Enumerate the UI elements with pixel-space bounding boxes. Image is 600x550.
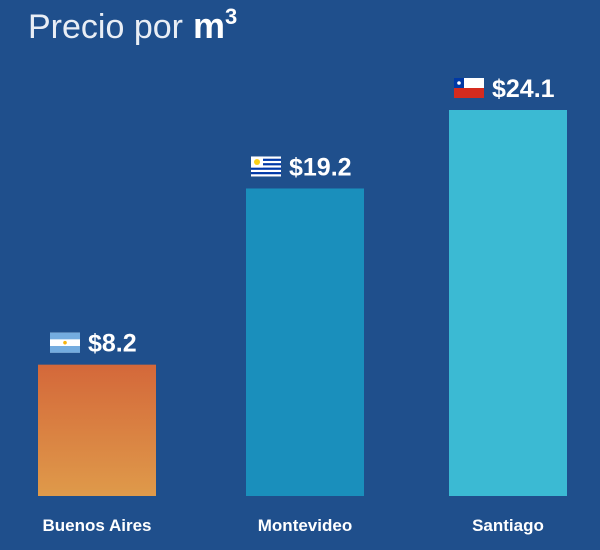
bar-santiago — [449, 110, 567, 496]
bar-montevideo — [246, 188, 364, 496]
chart-title-superscript: 3 — [225, 4, 237, 29]
chart-title: Precio por m3 — [28, 4, 237, 46]
value-label-montevideo: $19.2 — [289, 153, 352, 181]
uruguay-flag-icon — [251, 156, 281, 177]
bars-group: $8.2 Buenos Aires $19.2 Montevideo $24.1 Sant… — [38, 75, 567, 535]
chart-title-unit: m — [193, 5, 225, 46]
chart-title-prefix: Precio por — [28, 8, 183, 46]
category-label-montevideo: Montevideo — [258, 516, 352, 535]
category-label-buenos-aires: Buenos Aires — [43, 516, 152, 535]
value-label-buenos-aires: $8.2 — [88, 330, 137, 358]
chile-flag-icon — [454, 78, 484, 98]
bar-buenos-aires — [38, 364, 156, 496]
argentina-flag-icon — [50, 332, 80, 353]
category-label-santiago: Santiago — [472, 516, 544, 535]
value-label-santiago: $24.1 — [492, 75, 555, 103]
